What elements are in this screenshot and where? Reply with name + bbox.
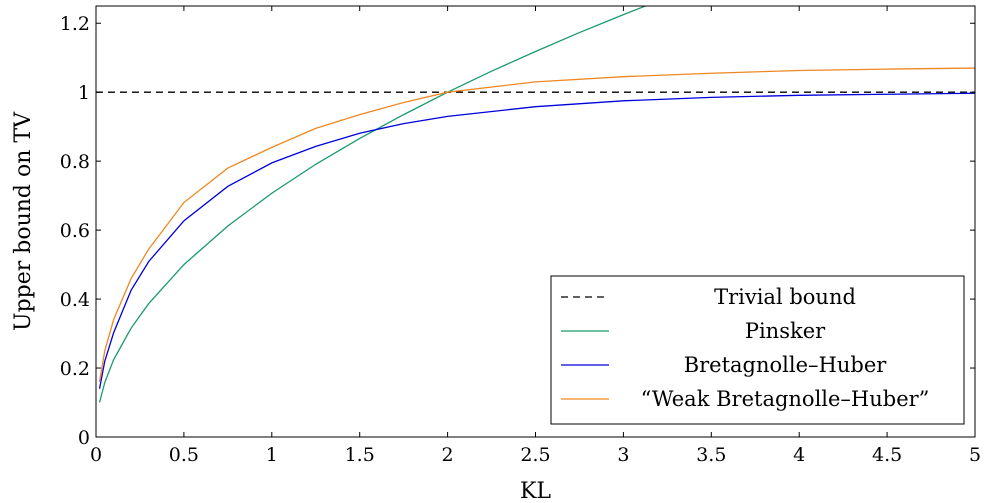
ticks-layer: 0 0.5 1 1.5 2 2.5 3 3.5 4 4.5 5 0 0.2 0.4 0.6 0.8 1 1.2 (60, 6, 981, 466)
x-tick-label: 2 (442, 444, 454, 466)
legend-box (550, 275, 965, 425)
y-tick-label: 1 (78, 82, 90, 104)
x-axis-title: KL (520, 479, 551, 503)
y-tick-label: 0.8 (60, 151, 90, 173)
x-tick-label: 0.5 (169, 444, 199, 466)
y-tick-label: 0.6 (60, 220, 90, 242)
x-tick-label: 5 (969, 444, 981, 466)
series-layer (96, 6, 975, 403)
x-tick-label: 3 (617, 444, 629, 466)
y-tick-label: 0.2 (60, 358, 90, 380)
series-line-1 (98, 6, 646, 403)
legend-label-1: Pinsker (745, 319, 826, 343)
x-tick-label: 1.5 (345, 444, 375, 466)
series-line-2 (98, 92, 975, 389)
x-tick-label: 1 (266, 444, 278, 466)
x-tick-label: 3.5 (696, 444, 726, 466)
legend-label-2: Bretagnolle–Huber (684, 353, 888, 377)
y-tick-label: 0 (78, 427, 90, 449)
y-tick-label: 0.4 (60, 289, 90, 311)
x-tick-label: 4 (793, 444, 805, 466)
y-axis-title: Upper bound on TV (11, 111, 36, 331)
x-tick-label: 4.5 (872, 444, 902, 466)
legend-label-0: Trivial bound (714, 285, 856, 309)
legend-label-3: “Weak Bretagnolle–Huber” (641, 387, 930, 411)
x-tick-label: 2.5 (520, 444, 550, 466)
y-tick-label: 1.2 (60, 13, 90, 35)
legend: Trivial bound Pinsker Bretagnolle–Huber “We… (550, 275, 965, 425)
x-tick-label: 0 (90, 444, 102, 466)
series-line-3 (98, 67, 975, 382)
